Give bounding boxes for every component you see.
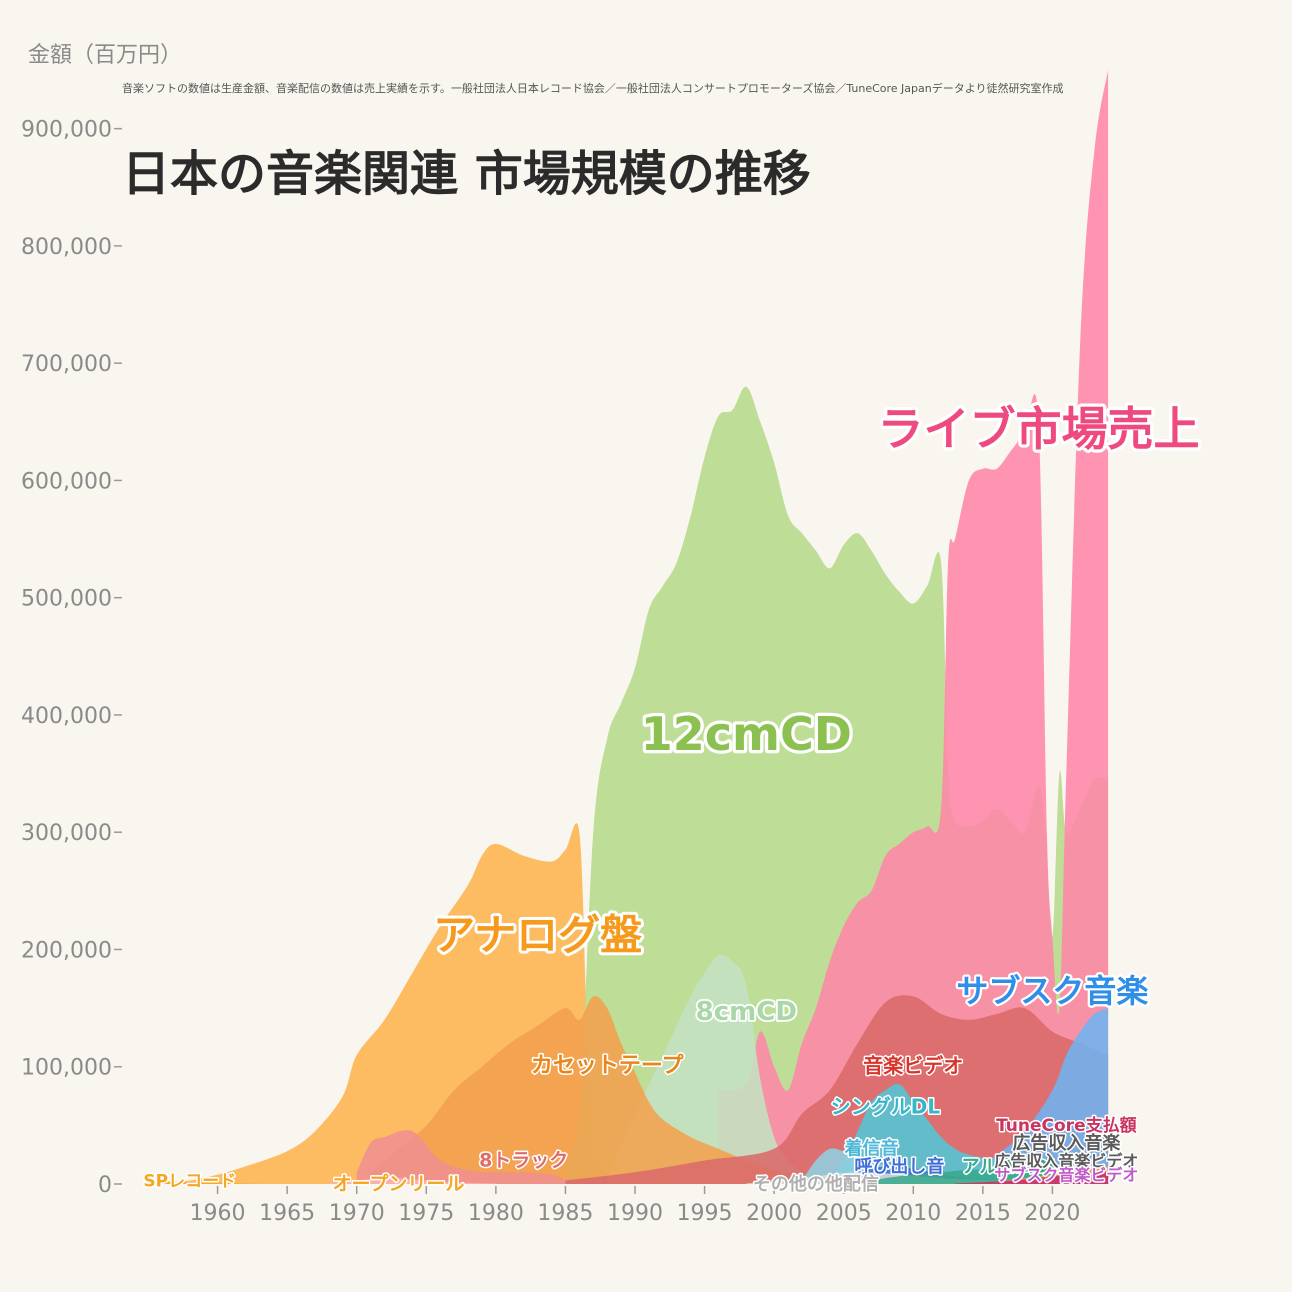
area-layer	[148, 70, 1109, 1184]
series-label-SPレコード: SPレコード	[143, 1171, 236, 1191]
area-音楽ビデオ	[565, 995, 1109, 1184]
x-tick-label: 2005	[816, 1201, 872, 1226]
x-tick-label: 1980	[468, 1201, 524, 1226]
x-axis: 1960 1965 1970 1975 1980 1985 1990 1995 2000 2005…	[190, 1186, 1080, 1226]
area-オープンリール	[328, 1178, 496, 1184]
x-tick-label: 1995	[677, 1201, 733, 1226]
x-tick-label: 1990	[607, 1201, 663, 1226]
x-tick-label: 2015	[955, 1201, 1011, 1226]
area-アナログ盤	[148, 823, 1109, 1184]
series-label-8トラック: 8トラック	[479, 1149, 568, 1171]
series-label-呼び出し音: 呼び出し音	[854, 1155, 944, 1177]
area-SPレコード	[148, 1180, 274, 1184]
area-カセットテープ	[370, 996, 858, 1184]
series-label-シングルDL: シングルDL	[831, 1095, 941, 1119]
series-label-その他の他配信: その他の他配信	[753, 1173, 879, 1195]
series-label-アルバムDL: アルバムDL	[962, 1156, 1060, 1177]
y-tick-label: 100,000	[21, 1056, 112, 1081]
x-tick-label: 1970	[329, 1201, 385, 1226]
area-サブスク音楽	[941, 1008, 1109, 1184]
series-label-ライブ市場売上: ライブ市場売上	[878, 402, 1200, 456]
series-label-サブスク音楽: サブスク音楽	[956, 972, 1148, 1010]
y-tick-label: 600,000	[21, 469, 112, 494]
series-label-広告収入音楽: 広告収入音楽	[1012, 1132, 1121, 1154]
series-label-layer: アナログ盤 12cmCD ライブ市場売上 8cmCD カセットテープ 8トラックオープンリ…	[142, 399, 1203, 1196]
x-tick-label: 1975	[398, 1201, 454, 1226]
y-tick-label: 800,000	[21, 235, 112, 260]
x-tick-label: 2020	[1024, 1201, 1080, 1226]
series-label-カセットテープ: カセットテープ	[531, 1054, 685, 1079]
chart-title: 日本の音楽関連 市場規模の推移	[122, 146, 811, 202]
area-8トラック	[356, 1130, 580, 1184]
series-label-オープンリール: オープンリール	[333, 1172, 465, 1195]
series-label-広告収入音楽ビデオ: 広告収入音楽ビデオ	[994, 1151, 1138, 1170]
series-label-12cmCD: 12cmCD	[641, 707, 852, 761]
x-tick-label: 2000	[746, 1201, 802, 1226]
x-tick-label: 1960	[190, 1201, 246, 1226]
y-tick-label: 0	[98, 1173, 112, 1198]
x-tick-label: 1965	[259, 1201, 315, 1226]
series-label-音楽ビデオ: 音楽ビデオ	[863, 1054, 963, 1078]
series-label-TuneCore支払額: TuneCore支払額	[996, 1115, 1137, 1136]
y-tick-label: 900,000	[21, 118, 112, 143]
series-label-アナログ盤: アナログ盤	[433, 910, 642, 959]
area-TuneCore支払額	[955, 1171, 1109, 1184]
y-tick-label: 300,000	[21, 821, 112, 846]
y-axis-label: 金額（百万円）	[28, 43, 182, 68]
y-tick-label: 400,000	[21, 704, 112, 729]
x-tick-label: 1985	[537, 1201, 593, 1226]
chart-subtitle: 音楽ソフトの数値は生産金額、音楽配信の数値は売上実績を示す。一般社団法人日本レコ…	[122, 81, 1064, 95]
y-tick-label: 500,000	[21, 587, 112, 612]
series-label-サブスク音楽ビデオ: サブスク音楽ビデオ	[994, 1165, 1138, 1184]
y-tick-label: 200,000	[21, 938, 112, 963]
series-label-8cmCD: 8cmCD	[696, 997, 797, 1027]
series-label-着信音: 着信音	[844, 1138, 899, 1160]
y-tick-label: 700,000	[21, 352, 112, 377]
area-シングルDL	[829, 1083, 1109, 1184]
y-axis: 0 100,000 200,000 300,000 400,000 500,000 600,…	[21, 118, 122, 1198]
x-tick-label: 2010	[885, 1201, 941, 1226]
area-ライブ市場売上	[718, 70, 1109, 1184]
